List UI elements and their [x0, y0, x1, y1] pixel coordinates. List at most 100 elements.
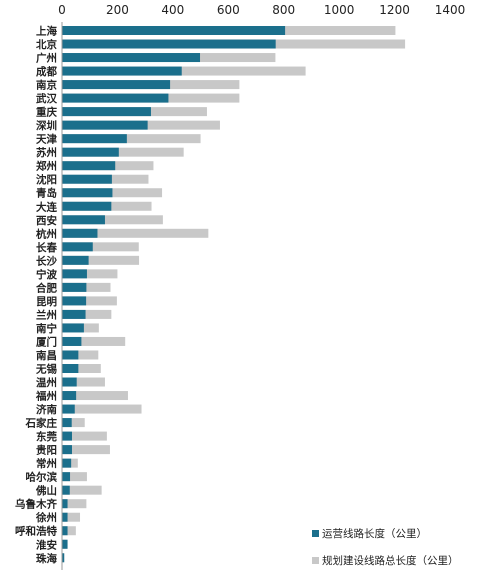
category-label: 北京	[36, 38, 57, 51]
x-tick-label: 800	[272, 3, 295, 17]
bar-operating-36	[62, 512, 68, 522]
category-label: 成都	[36, 65, 57, 78]
category-label: 福州	[35, 390, 57, 403]
bar-operating-12	[62, 188, 113, 198]
bar-operating-16	[62, 242, 93, 252]
category-label: 深圳	[36, 119, 57, 132]
legend-label-planned: 规划建设线路总长度（公里）	[322, 554, 459, 567]
bar-operating-4	[62, 80, 171, 90]
legend-swatch-operating	[312, 530, 319, 537]
bar-planned-8	[62, 134, 201, 144]
bar-operating-25	[62, 364, 79, 373]
category-label: 温州	[36, 376, 57, 389]
bar-planned-14	[62, 215, 163, 225]
bar-operating-18	[62, 269, 87, 279]
category-label: 长沙	[36, 254, 57, 267]
bar-operating-30	[62, 431, 72, 441]
category-label: 苏州	[36, 146, 57, 159]
category-label: 淮安	[36, 538, 57, 551]
bar-operating-11	[62, 174, 112, 184]
bar-planned-35	[62, 499, 87, 509]
category-label: 兰州	[36, 308, 57, 321]
bar-operating-24	[62, 350, 79, 360]
bar-operating-29	[62, 418, 72, 428]
bar-operating-20	[62, 296, 87, 306]
category-label: 合肥	[35, 281, 57, 294]
bar-operating-27	[62, 391, 77, 401]
bar-planned-37	[62, 526, 76, 536]
category-label: 乌鲁木齐	[15, 498, 57, 511]
category-label: 昆明	[36, 296, 57, 308]
legend-label-operating: 运营线路长度（公里）	[322, 527, 427, 540]
legend-swatch-planned	[312, 557, 319, 564]
bar-operating-17	[62, 255, 89, 265]
bar-planned-34	[62, 485, 102, 495]
bar-operating-39	[62, 553, 65, 563]
bar-operating-38	[62, 539, 68, 549]
bar-planned-30	[62, 431, 107, 441]
category-label: 杭州	[36, 227, 57, 240]
category-label: 无锡	[35, 363, 57, 376]
x-tick-label: 1000	[324, 3, 355, 17]
bar-operating-1	[62, 39, 276, 49]
bar-planned-23	[62, 336, 126, 346]
bar-planned-24	[62, 350, 99, 360]
category-label: 沈阳	[36, 173, 57, 186]
bar-operating-3	[62, 66, 182, 76]
bar-operating-21	[62, 309, 86, 319]
bar-planned-18	[62, 269, 118, 279]
bar-planned-36	[62, 512, 81, 522]
bar-planned-29	[62, 418, 85, 428]
bar-planned-27	[62, 391, 128, 401]
bar-operating-6	[62, 107, 151, 117]
bar-planned-15	[62, 228, 209, 238]
category-label: 徐州	[35, 511, 57, 524]
bar-operating-2	[62, 53, 201, 63]
category-label: 厦门	[36, 335, 57, 348]
bar-operating-19	[62, 282, 87, 292]
bar-operating-0	[62, 26, 286, 35]
x-tick-label: 1400	[435, 3, 466, 17]
bar-operating-37	[62, 526, 68, 536]
category-label: 常州	[36, 457, 57, 470]
bar-operating-5	[62, 93, 169, 103]
category-label: 西安	[36, 214, 57, 227]
category-label: 宁波	[36, 268, 57, 281]
bar-operating-35	[62, 499, 68, 509]
category-label: 重庆	[36, 106, 57, 119]
category-label: 珠海	[36, 552, 57, 565]
category-label: 天津	[36, 133, 57, 146]
category-label: 长春	[36, 241, 57, 254]
bar-operating-26	[62, 377, 77, 387]
bar-planned-25	[62, 364, 101, 373]
bar-operating-23	[62, 336, 82, 346]
bar-operating-8	[62, 134, 127, 144]
bar-planned-16	[62, 242, 139, 252]
bar-operating-34	[62, 485, 70, 495]
category-label: 南昌	[36, 349, 57, 362]
bar-planned-21	[62, 309, 112, 319]
category-label: 广州	[36, 52, 57, 65]
category-label: 济南	[36, 403, 57, 416]
bar-operating-9	[62, 147, 119, 157]
category-label: 东莞	[36, 430, 57, 443]
bar-planned-31	[62, 445, 110, 455]
category-label: 武汉	[36, 92, 57, 105]
x-tick-label: 200	[106, 3, 129, 17]
bar-operating-13	[62, 201, 112, 211]
bar-planned-9	[62, 147, 184, 157]
bar-planned-28	[62, 404, 142, 414]
bar-operating-33	[62, 472, 71, 482]
category-label: 佛山	[35, 484, 57, 497]
category-label: 石家庄	[25, 417, 58, 430]
bar-operating-28	[62, 404, 75, 414]
bar-planned-33	[62, 472, 87, 482]
category-label: 郑州	[36, 160, 57, 173]
bar-operating-22	[62, 323, 84, 333]
x-tick-label: 1200	[379, 3, 410, 17]
category-label: 南京	[36, 79, 57, 92]
category-label: 南宁	[36, 322, 57, 335]
bar-planned-17	[62, 255, 140, 265]
bar-operating-7	[62, 120, 148, 130]
